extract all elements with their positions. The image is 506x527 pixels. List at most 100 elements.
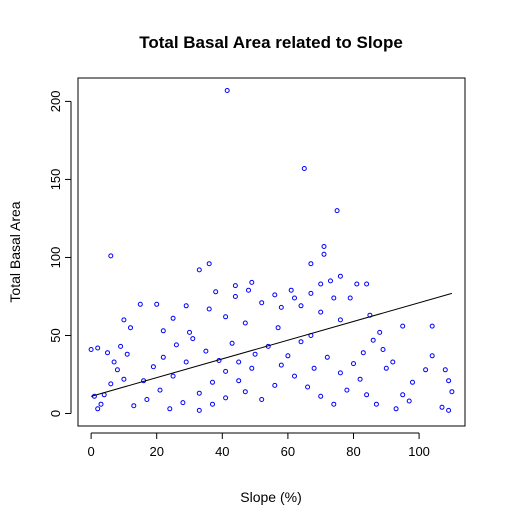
- data-point: [223, 395, 229, 401]
- data-point: [337, 317, 343, 323]
- data-point: [131, 403, 137, 409]
- data-point: [108, 253, 114, 259]
- x-tick-label: 60: [281, 444, 295, 459]
- data-point: [308, 290, 314, 296]
- data-point: [196, 390, 202, 396]
- x-tick-label: 0: [88, 444, 95, 459]
- data-point: [196, 407, 202, 413]
- data-point: [344, 387, 350, 393]
- data-point: [121, 376, 127, 382]
- data-point: [308, 261, 314, 267]
- data-point: [242, 389, 248, 395]
- data-point: [390, 359, 396, 365]
- data-point: [337, 273, 343, 279]
- data-point: [137, 301, 143, 307]
- plot-frame: [77, 77, 466, 427]
- x-tick-label: 20: [149, 444, 163, 459]
- data-point: [305, 384, 311, 390]
- y-axis: 0 50 100 150 200: [48, 91, 72, 417]
- y-tick-label: 150: [48, 169, 63, 191]
- data-point: [95, 345, 101, 351]
- data-point: [236, 378, 242, 384]
- x-axis: 0 20 40 60 80 100: [88, 432, 430, 459]
- data-point: [272, 382, 278, 388]
- data-point: [318, 309, 324, 315]
- data-point: [337, 370, 343, 376]
- data-point: [380, 347, 386, 352]
- data-point: [370, 337, 376, 343]
- data-point: [272, 292, 278, 298]
- regression-line: [90, 292, 453, 397]
- data-point: [160, 354, 166, 360]
- data-point: [88, 347, 94, 352]
- data-point: [144, 397, 150, 402]
- data-point: [288, 287, 294, 293]
- data-point: [150, 364, 156, 370]
- x-tick-label: 80: [346, 444, 360, 459]
- data-point: [446, 378, 452, 384]
- data-point: [224, 88, 230, 93]
- data-point: [318, 281, 324, 287]
- data-point: [259, 397, 265, 402]
- data-point: [98, 401, 104, 407]
- data-point: [357, 376, 363, 382]
- data-point: [373, 401, 379, 407]
- data-point: [236, 359, 242, 365]
- data-point: [292, 373, 297, 379]
- data-point: [170, 315, 176, 321]
- x-tick-label: 40: [215, 444, 229, 459]
- data-point: [213, 289, 219, 295]
- data-point: [400, 323, 406, 329]
- data-points: [88, 88, 455, 413]
- y-axis-label: Total Basal Area: [7, 201, 23, 302]
- data-point: [173, 342, 179, 348]
- data-point: [121, 317, 127, 323]
- data-point: [210, 401, 215, 407]
- data-point: [377, 329, 383, 335]
- data-point: [114, 367, 120, 373]
- data-point: [242, 320, 248, 326]
- data-point: [429, 323, 435, 329]
- data-point: [439, 404, 445, 410]
- x-axis-label: Slope (%): [240, 489, 301, 505]
- data-point: [324, 354, 330, 360]
- data-point: [223, 314, 229, 320]
- data-point: [301, 166, 307, 171]
- data-point: [249, 365, 255, 371]
- y-tick-label: 0: [48, 410, 63, 417]
- data-point: [328, 278, 333, 284]
- data-point: [354, 281, 360, 287]
- y-tick-label: 100: [48, 247, 63, 269]
- data-point: [187, 329, 192, 335]
- data-point: [259, 300, 265, 306]
- data-point: [108, 381, 114, 387]
- data-point: [223, 368, 229, 374]
- data-point: [311, 365, 317, 371]
- data-point: [347, 295, 353, 301]
- data-point: [446, 407, 452, 413]
- y-tick-label: 50: [48, 328, 63, 342]
- data-point: [318, 393, 324, 399]
- data-point: [351, 361, 356, 367]
- data-point: [118, 343, 124, 349]
- data-point: [229, 340, 235, 346]
- data-point: [154, 301, 160, 307]
- data-point: [252, 351, 258, 357]
- data-point: [364, 392, 370, 398]
- data-point: [429, 353, 435, 359]
- data-point: [321, 244, 327, 249]
- data-point: [321, 251, 327, 257]
- data-point: [410, 379, 415, 385]
- chart-title: Total Basal Area related to Slope: [139, 33, 403, 52]
- data-point: [249, 279, 255, 285]
- data-point: [278, 362, 284, 368]
- data-point: [246, 287, 251, 293]
- data-point: [449, 389, 455, 395]
- data-point: [190, 336, 196, 342]
- data-point: [196, 267, 202, 273]
- data-point: [157, 387, 163, 393]
- data-point: [203, 348, 209, 354]
- data-point: [383, 365, 389, 371]
- data-point: [167, 406, 173, 412]
